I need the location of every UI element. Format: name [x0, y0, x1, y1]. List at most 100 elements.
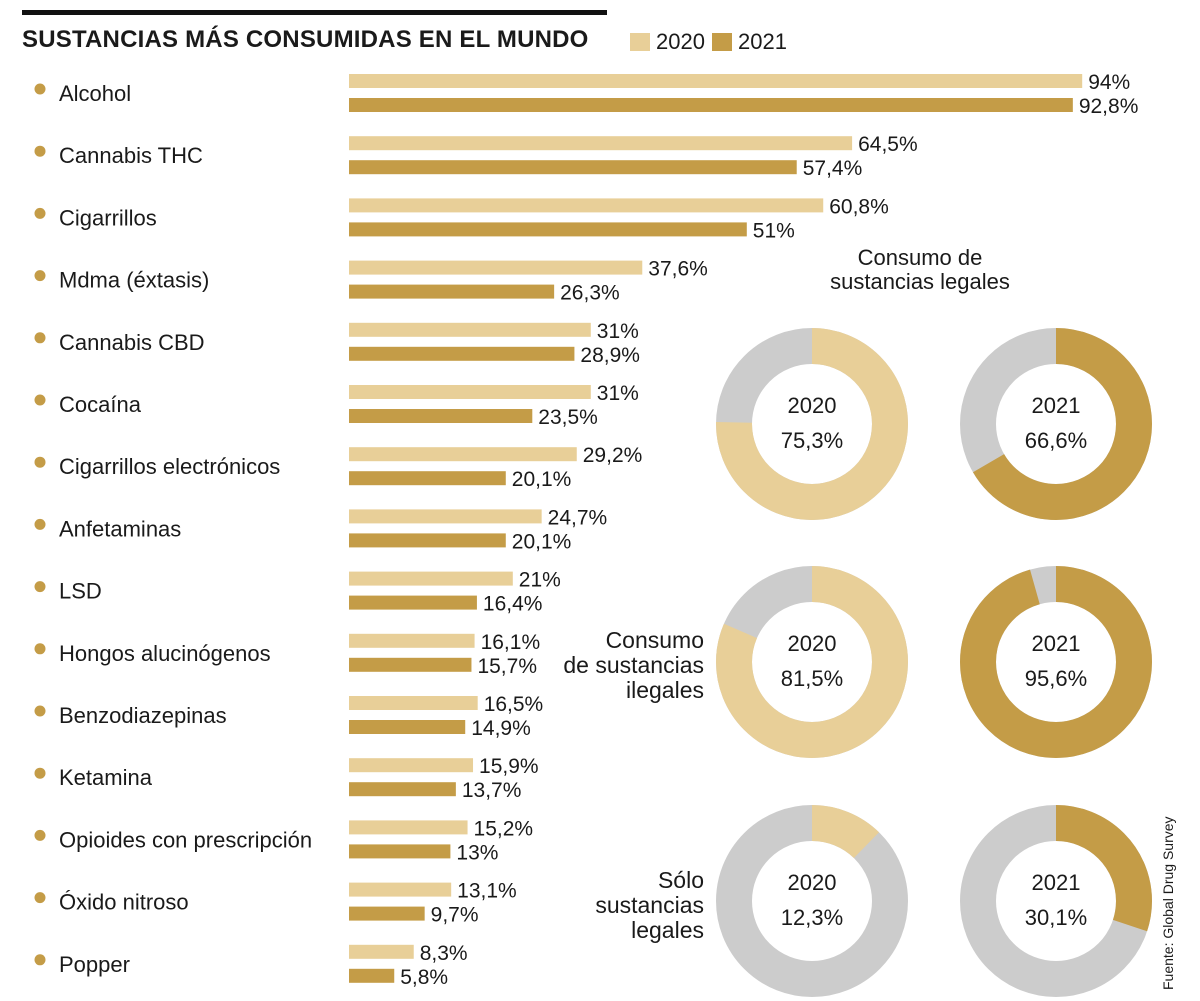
bar-value-2021-cat-1: 57,4%: [803, 157, 863, 180]
category-bullet-cat-13: [34, 892, 46, 904]
bar-value-2021-cat-10: 14,9%: [471, 717, 531, 740]
bar-value-2021-cat-8: 16,4%: [483, 593, 543, 616]
bar-value-2020-cat-10: 16,5%: [484, 693, 544, 716]
category-bullet-cat-8: [34, 581, 46, 593]
category-label-cat-14: Popper: [59, 952, 130, 977]
bar-2021-cat-8: [349, 595, 477, 610]
bar-value-2020-cat-2: 60,8%: [829, 195, 889, 218]
bar-2021-cat-1: [349, 160, 797, 175]
donut-illegal-2020-segment: [716, 566, 908, 758]
category-bullet-cat-10: [34, 705, 46, 717]
donut-group-illegal-title-line1: Consumo: [605, 627, 704, 653]
donut-illegal-2020-year: 2020: [788, 631, 837, 656]
donut-group-only-legal-title: Sólo sustancias legales: [560, 868, 704, 943]
bar-2020-cat-8: [349, 571, 513, 586]
donut-group-illegal-title-line3: ilegales: [626, 677, 704, 703]
category-label-cat-0: Alcohol: [59, 81, 131, 106]
category-bullet-cat-1: [34, 145, 46, 157]
bar-2020-cat-4: [349, 322, 591, 337]
donut-only-legal-2020-segment: [716, 805, 908, 997]
bar-2020-cat-6: [349, 447, 577, 462]
donut-legal-2021-year: 2021: [1032, 393, 1081, 418]
donut-group-only-legal-title-line3: legales: [631, 917, 704, 943]
category-bullet-cat-9: [34, 643, 46, 655]
category-bullet-cat-3: [34, 270, 46, 282]
legend-swatch-2021: [712, 33, 732, 51]
bar-2020-cat-7: [349, 509, 542, 524]
bar-2021-cat-5: [349, 409, 533, 423]
category-label-cat-2: Cigarrillos: [59, 205, 157, 230]
bar-2021-cat-11: [349, 782, 456, 797]
bar-value-2021-cat-5: 23,5%: [538, 406, 598, 429]
bar-2020-cat-1: [349, 136, 853, 151]
bar-2021-cat-0: [349, 98, 1073, 112]
bar-value-2021-cat-13: 9,7%: [431, 904, 479, 927]
bar-2021-cat-6: [349, 471, 506, 486]
title-rule: [22, 10, 607, 15]
bar-value-2020-cat-14: 8,3%: [420, 942, 468, 965]
bar-value-2020-cat-4: 31%: [597, 320, 639, 343]
category-bullet-cat-4: [34, 332, 46, 344]
category-bullet-cat-2: [34, 207, 46, 219]
donut-illegal-2020-value: 81,5%: [781, 666, 843, 691]
donut-only-legal-2021-year: 2021: [1032, 870, 1081, 895]
category-label-cat-9: Hongos alucinógenos: [59, 641, 271, 666]
donut-group-legal-title: Consumo de sustancias legales: [820, 246, 1020, 294]
donut-only-legal-2021-value: 30,1%: [1025, 905, 1087, 930]
legend-label-2020: 2020: [656, 29, 705, 54]
category-label-cat-3: Mdma (éxtasis): [59, 268, 209, 293]
bar-2021-cat-12: [349, 844, 451, 859]
bar-value-2020-cat-5: 31%: [597, 382, 639, 405]
donut-illegal-2021-segment: [960, 566, 1152, 758]
category-label-cat-4: Cannabis CBD: [59, 330, 205, 355]
category-label-cat-7: Anfetaminas: [59, 516, 181, 541]
bar-2020-cat-9: [349, 633, 475, 648]
bar-2020-cat-13: [349, 882, 452, 897]
category-bullet-cat-12: [34, 829, 46, 841]
bar-2021-cat-13: [349, 906, 425, 921]
category-bullet-cat-6: [34, 456, 46, 468]
bar-value-2021-cat-3: 26,3%: [560, 282, 620, 305]
bar-value-2020-cat-12: 15,2%: [474, 817, 534, 840]
bar-2020-cat-0: [349, 74, 1083, 88]
donut-group-legal-title-line1: Consumo de: [857, 245, 983, 270]
bar-value-2020-cat-8: 21%: [519, 569, 561, 592]
donut-group-only-legal-title-line1: Sólo: [657, 867, 704, 893]
bar-value-2020-cat-7: 24,7%: [548, 506, 608, 529]
bar-2020-cat-12: [349, 820, 468, 835]
donut-group-illegal-title-line2: de sustancias: [563, 652, 704, 678]
bar-2021-cat-7: [349, 533, 506, 548]
bar-2021-cat-4: [349, 346, 575, 361]
bar-2021-cat-3: [349, 284, 555, 299]
bar-value-2020-cat-9: 16,1%: [481, 631, 541, 654]
bar-2020-cat-11: [349, 758, 474, 773]
bar-2021-cat-9: [349, 657, 472, 672]
donut-legal-2020-year: 2020: [788, 393, 837, 418]
donut-only-legal-2020-track: [716, 805, 908, 997]
category-bullet-cat-0: [34, 83, 46, 95]
bar-2021-cat-10: [349, 720, 466, 734]
category-label-cat-11: Ketamina: [59, 765, 153, 790]
category-bullet-cat-11: [34, 767, 46, 779]
donut-only-legal-2021-segment: [960, 805, 1152, 997]
donut-legal-2020-segment: [716, 328, 908, 520]
bar-value-2021-cat-14: 5,8%: [400, 966, 448, 989]
donut-group-only-legal-title-line2: sustancias: [595, 892, 704, 918]
bar-value-2021-cat-4: 28,9%: [580, 344, 640, 367]
category-label-cat-12: Opioides con prescripción: [59, 827, 312, 852]
legend-item-2021: 2021: [712, 29, 787, 55]
bar-value-2021-cat-12: 13%: [456, 841, 498, 864]
donut-illegal-2021-value: 95,6%: [1025, 666, 1087, 691]
category-label-cat-8: LSD: [59, 579, 102, 604]
donut-group-illegal-title: Consumo de sustancias ilegales: [560, 628, 704, 703]
category-label-cat-5: Cocaína: [59, 392, 142, 417]
donut-group-legal-title-line2: sustancias legales: [830, 269, 1010, 294]
bar-value-2020-cat-13: 13,1%: [457, 880, 517, 903]
bar-value-2021-cat-6: 20,1%: [512, 468, 572, 491]
bar-value-2020-cat-3: 37,6%: [648, 258, 708, 281]
bar-value-2020-cat-11: 15,9%: [479, 755, 539, 778]
category-bullet-cat-5: [34, 394, 46, 406]
donut-only-legal-2020-value: 12,3%: [781, 905, 843, 930]
legend-swatch-2020: [630, 33, 650, 51]
